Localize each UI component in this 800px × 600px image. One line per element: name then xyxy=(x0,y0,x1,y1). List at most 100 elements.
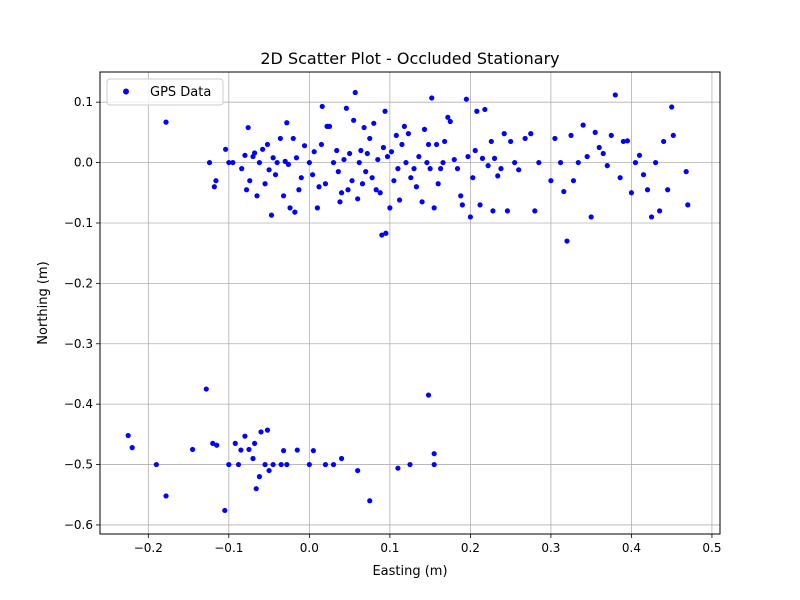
data-point xyxy=(316,184,322,190)
data-point xyxy=(189,446,196,453)
data-point xyxy=(163,493,169,499)
data-point xyxy=(442,138,448,145)
x-tick-label: −0.1 xyxy=(214,541,243,555)
data-point xyxy=(222,507,228,514)
data-point xyxy=(355,467,361,474)
data-point xyxy=(356,159,362,166)
data-point xyxy=(588,214,594,220)
data-point xyxy=(266,467,272,474)
data-point xyxy=(258,429,264,435)
data-point xyxy=(278,461,284,468)
data-point xyxy=(361,124,367,131)
data-point xyxy=(223,146,229,152)
legend: GPS Data xyxy=(106,78,224,106)
data-point xyxy=(270,155,276,161)
data-point xyxy=(230,159,236,166)
data-point xyxy=(608,132,614,139)
data-point xyxy=(405,131,411,137)
data-point xyxy=(617,175,623,181)
data-point xyxy=(280,448,287,454)
data-point xyxy=(210,440,216,447)
x-tick-label: 0.4 xyxy=(622,541,641,555)
data-point xyxy=(620,138,626,145)
x-tick-label: 0.3 xyxy=(541,541,560,555)
data-point xyxy=(253,486,259,492)
data-point xyxy=(254,193,260,199)
data-point xyxy=(454,166,461,172)
data-point xyxy=(445,114,451,120)
data-point xyxy=(345,187,351,193)
data-point xyxy=(264,141,271,148)
data-point xyxy=(337,199,343,205)
y-tick-label: 0.1 xyxy=(74,95,93,109)
data-point xyxy=(338,190,345,196)
data-point xyxy=(338,455,345,462)
x-tick-label: −0.2 xyxy=(134,541,163,555)
data-point xyxy=(232,440,238,447)
data-point xyxy=(528,131,534,137)
data-point xyxy=(532,208,538,214)
data-point xyxy=(425,392,432,398)
data-point xyxy=(612,92,618,98)
data-point xyxy=(451,156,457,163)
data-point xyxy=(665,187,671,193)
data-point xyxy=(226,461,232,468)
data-point xyxy=(264,427,271,433)
data-point xyxy=(211,184,217,190)
data-point xyxy=(564,238,570,244)
data-point xyxy=(465,153,471,160)
data-point xyxy=(388,149,395,155)
data-point xyxy=(474,108,480,114)
data-point xyxy=(306,461,312,468)
grid-lines xyxy=(100,72,720,534)
data-point xyxy=(561,188,567,195)
data-point xyxy=(396,197,403,203)
data-point xyxy=(548,178,554,184)
data-point xyxy=(490,208,496,214)
data-point xyxy=(352,89,358,96)
data-point xyxy=(661,138,667,145)
data-point xyxy=(247,178,253,184)
data-point xyxy=(670,132,676,139)
data-point xyxy=(363,169,369,175)
data-point xyxy=(393,132,399,139)
data-point xyxy=(226,159,232,166)
data-point xyxy=(153,461,159,468)
data-point xyxy=(251,150,258,156)
data-point xyxy=(498,166,504,172)
data-point xyxy=(429,95,435,101)
data-point xyxy=(403,159,409,166)
legend-marker xyxy=(123,88,129,95)
data-point xyxy=(395,166,401,172)
data-point xyxy=(125,432,131,439)
data-point xyxy=(580,122,586,128)
data-point xyxy=(285,161,292,167)
data-point xyxy=(379,232,385,238)
data-point xyxy=(508,138,514,145)
y-tick-label: −0.6 xyxy=(64,518,93,532)
y-axis-label: Northing (m) xyxy=(36,261,51,344)
data-point xyxy=(290,135,296,142)
data-point xyxy=(416,153,422,160)
data-point xyxy=(419,199,425,205)
data-point xyxy=(322,181,329,187)
data-point xyxy=(358,147,364,154)
data-point xyxy=(364,150,370,157)
data-point xyxy=(470,175,476,181)
data-point xyxy=(408,175,414,181)
data-point xyxy=(632,159,639,166)
data-point xyxy=(375,156,381,163)
data-point xyxy=(245,124,251,131)
data-point xyxy=(272,172,279,178)
y-tick-label: −0.4 xyxy=(64,397,93,411)
data-point xyxy=(250,455,256,462)
data-point xyxy=(435,181,441,187)
data-point xyxy=(322,461,329,468)
x-tick-label: 0.1 xyxy=(380,541,399,555)
x-tick-label: 0.2 xyxy=(461,541,480,555)
data-point xyxy=(644,187,651,193)
data-point xyxy=(458,193,464,199)
y-tick-label: 0.0 xyxy=(74,156,93,170)
data-point xyxy=(251,440,258,447)
